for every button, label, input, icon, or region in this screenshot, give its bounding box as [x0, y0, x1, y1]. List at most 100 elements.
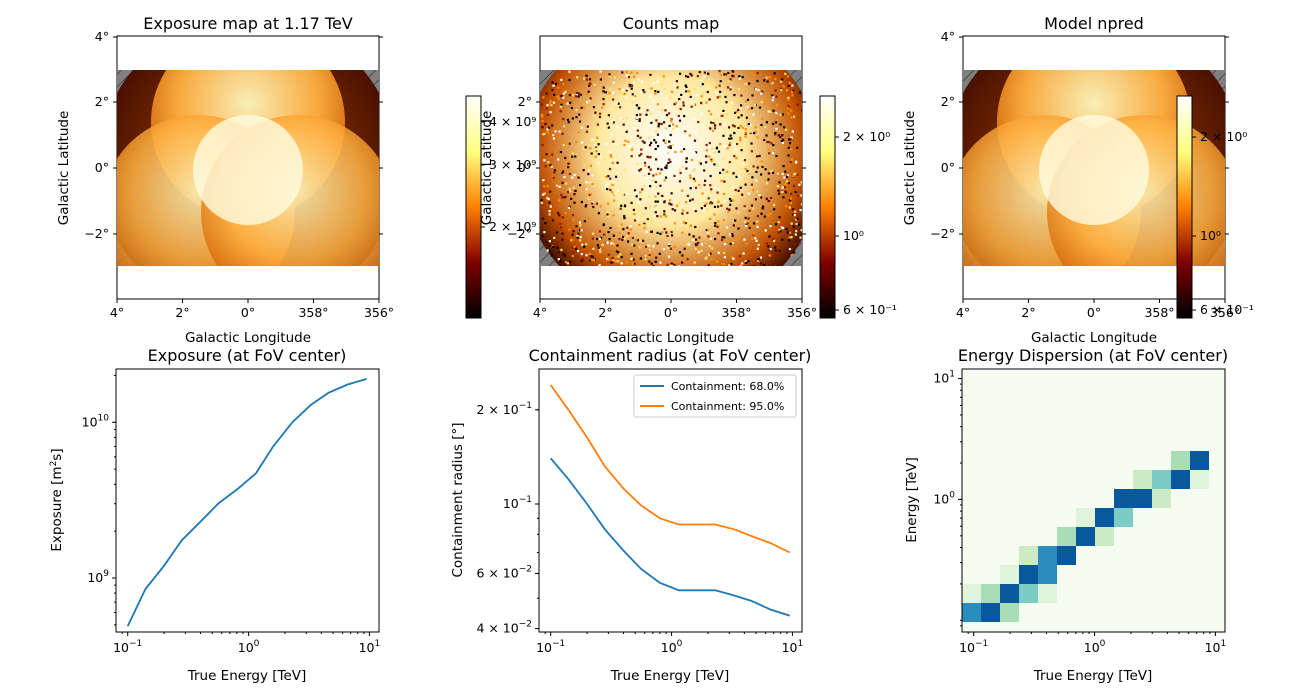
noise-pixel: [765, 101, 768, 105]
noise-pixel: [779, 113, 782, 116]
noise-pixel: [781, 172, 784, 176]
noise-pixel: [608, 73, 611, 76]
noise-pixel: [703, 204, 706, 207]
noise-pixel: [580, 264, 583, 266]
noise-pixel: [570, 106, 573, 110]
noise-pixel: [723, 145, 726, 148]
noise-pixel: [577, 232, 580, 235]
noise-pixel: [709, 174, 712, 178]
noise-pixel: [639, 191, 642, 194]
noise-pixel: [752, 222, 756, 225]
noise-pixel: [663, 79, 666, 82]
noise-pixel: [625, 74, 629, 77]
noise-pixel: [781, 134, 784, 137]
noise-pixel: [717, 251, 720, 254]
noise-pixel: [647, 166, 650, 169]
noise-pixel: [596, 237, 599, 241]
noise-pixel: [642, 213, 645, 216]
noise-pixel: [678, 98, 681, 101]
noise-pixel: [710, 188, 713, 191]
colorbar-tick-label: 6 × 10⁻¹: [843, 302, 897, 317]
noise-pixel: [546, 113, 549, 116]
noise-pixel: [714, 198, 717, 201]
npred-map-ylabel: Galactic Latitude: [902, 111, 918, 226]
noise-pixel: [562, 96, 565, 99]
noise-pixel: [596, 123, 599, 126]
noise-pixel: [689, 224, 692, 227]
noise-pixel: [675, 117, 678, 120]
noise-pixel: [774, 121, 778, 124]
edisp-cell: [1076, 527, 1095, 546]
noise-pixel: [612, 181, 615, 184]
noise-pixel: [707, 231, 710, 234]
noise-pixel: [660, 92, 663, 95]
noise-pixel: [690, 74, 693, 77]
noise-pixel: [665, 164, 668, 167]
noise-pixel: [681, 189, 684, 192]
noise-pixel: [756, 155, 759, 158]
noise-pixel: [625, 116, 628, 120]
noise-pixel: [737, 227, 740, 230]
noise-pixel: [778, 216, 781, 219]
noise-pixel: [703, 169, 706, 172]
noise-pixel: [673, 174, 676, 177]
noise-pixel: [603, 158, 606, 161]
noise-pixel: [659, 172, 662, 175]
noise-pixel: [563, 175, 566, 179]
edisp-cell: [1171, 451, 1190, 470]
noise-pixel: [785, 227, 788, 231]
noise-pixel: [718, 70, 721, 73]
noise-pixel: [798, 183, 801, 186]
edisp-cell: [1133, 470, 1152, 489]
noise-pixel: [546, 104, 549, 107]
noise-pixel: [693, 179, 697, 182]
noise-pixel: [629, 145, 632, 148]
exposure-map-panel: Exposure map at 1.17 TeV Galactic Longit…: [56, 14, 394, 346]
noise-pixel: [645, 230, 648, 234]
noise-pixel: [770, 196, 773, 199]
noise-pixel: [641, 188, 644, 191]
noise-pixel: [661, 231, 664, 234]
noise-pixel: [587, 90, 590, 93]
noise-pixel: [801, 102, 802, 106]
y-tick-label: 10−1: [503, 495, 532, 511]
noise-pixel: [774, 246, 777, 249]
noise-pixel: [584, 146, 587, 149]
edisp-cell: [1038, 546, 1057, 565]
noise-pixel: [552, 245, 555, 249]
noise-pixel: [656, 80, 659, 83]
noise-pixel: [657, 192, 660, 195]
noise-pixel: [724, 95, 727, 99]
noise-pixel: [794, 172, 797, 176]
noise-pixel: [718, 95, 721, 98]
noise-pixel: [744, 224, 748, 227]
noise-pixel: [710, 191, 713, 194]
noise-pixel: [592, 205, 595, 209]
noise-pixel: [744, 132, 747, 136]
noise-pixel: [646, 109, 649, 112]
counts-map-xlabel: Galactic Longitude: [608, 330, 734, 346]
noise-pixel: [571, 117, 574, 120]
noise-pixel: [729, 199, 732, 202]
noise-pixel: [589, 255, 593, 258]
noise-pixel: [585, 204, 588, 207]
noise-pixel: [770, 142, 773, 145]
noise-pixel: [627, 76, 630, 79]
noise-pixel: [589, 147, 592, 150]
noise-pixel: [717, 232, 720, 235]
noise-pixel: [752, 165, 755, 168]
noise-pixel: [663, 179, 666, 182]
noise-pixel: [699, 162, 702, 165]
noise-pixel: [726, 147, 729, 150]
noise-pixel: [761, 205, 765, 208]
noise-pixel: [548, 126, 551, 129]
noise-pixel: [792, 227, 795, 230]
noise-pixel: [733, 201, 736, 205]
y-tick-label: 0°: [518, 160, 532, 175]
noise-pixel: [673, 245, 676, 248]
noise-pixel: [678, 251, 682, 254]
noise-pixel: [779, 136, 782, 139]
x-tick-label: 356°: [787, 305, 817, 320]
noise-pixel: [748, 139, 751, 142]
noise-pixel: [717, 150, 721, 153]
